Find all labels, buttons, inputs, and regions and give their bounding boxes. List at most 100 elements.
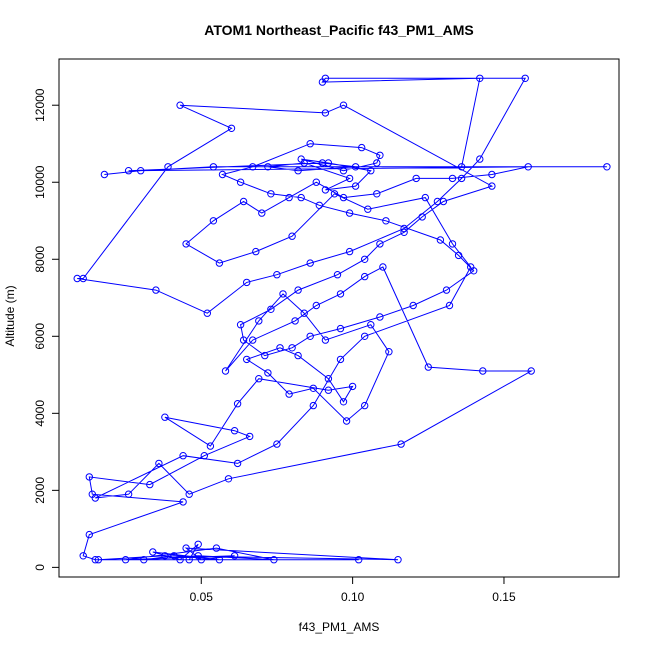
data-point (345, 174, 354, 183)
data-point (339, 398, 348, 406)
data-point (315, 201, 323, 210)
data-point (91, 556, 100, 564)
data-point (527, 367, 535, 375)
data-point (412, 174, 420, 183)
data-point (236, 178, 245, 186)
data-point (215, 556, 224, 564)
data-point (185, 490, 193, 498)
data-point (294, 167, 302, 175)
data-point (324, 386, 333, 394)
data-point (85, 473, 94, 481)
data-point (161, 413, 169, 421)
data-point (448, 240, 457, 248)
data-point (355, 556, 363, 564)
data-point (442, 286, 451, 294)
y-tick-label: 6000 (33, 323, 47, 350)
data-point (239, 197, 248, 206)
data-point (361, 255, 369, 263)
data-point (164, 163, 172, 171)
data-point (397, 440, 405, 448)
data-point (179, 452, 187, 460)
data-point (424, 363, 432, 371)
x-axis-label: f43_PM1_AMS (299, 620, 380, 634)
y-axis: 0 2000 4000 6000 8000 10000 12000 (33, 88, 60, 571)
data-point (421, 193, 429, 202)
data-point (306, 140, 314, 148)
data-point (445, 301, 454, 310)
data-point (321, 109, 330, 117)
data-point (300, 309, 308, 317)
data-point (521, 74, 529, 83)
data-point (321, 336, 330, 344)
data-point (321, 186, 330, 194)
data-point (236, 321, 245, 329)
y-axis-label: Altitude (m) (3, 285, 17, 346)
data-point (376, 240, 384, 248)
data-point (243, 278, 251, 287)
data-point (476, 74, 484, 83)
data-point (339, 193, 348, 202)
data-point (457, 163, 466, 171)
data-point (176, 556, 184, 564)
data-point (261, 351, 269, 360)
data-point (73, 274, 81, 283)
data-point (288, 344, 296, 352)
y-tick-label: 2000 (33, 477, 47, 504)
y-tick-label: 0 (33, 564, 47, 571)
data-point (124, 490, 133, 498)
data-point (182, 544, 190, 552)
data-point (170, 552, 178, 560)
data-point (194, 552, 202, 560)
data-point (227, 124, 236, 133)
data-point (291, 317, 299, 325)
data-point (457, 174, 466, 183)
data-point (309, 384, 317, 392)
data-point (209, 163, 218, 171)
data-point (336, 355, 345, 364)
data-point (342, 417, 351, 425)
x-tick-label: 0.10 (341, 590, 365, 604)
data-series (73, 74, 611, 564)
data-point (306, 259, 314, 267)
data-point (351, 182, 360, 190)
data-point (267, 190, 275, 198)
chart-title: ATOM1 Northeast_Pacific f43_PM1_AMS (204, 22, 473, 38)
y-tick-label: 4000 (33, 400, 47, 427)
data-point (285, 390, 293, 398)
data-point (603, 163, 611, 171)
data-point (433, 197, 442, 206)
data-point (351, 163, 360, 171)
data-point (249, 336, 257, 344)
data-point (276, 344, 284, 352)
y-tick-label: 8000 (33, 246, 47, 273)
data-point (324, 159, 333, 167)
data-point (294, 351, 302, 360)
data-point (273, 271, 281, 279)
data-point (454, 251, 463, 260)
data-point (267, 305, 275, 313)
data-point (333, 271, 342, 279)
data-point (336, 324, 345, 333)
data-point (379, 263, 387, 271)
data-point (376, 313, 384, 321)
data-point (85, 530, 94, 539)
data-point (524, 163, 532, 171)
data-point (252, 247, 260, 256)
data-point (255, 317, 263, 325)
data-point (121, 556, 130, 564)
data-point (221, 367, 230, 375)
data-point (194, 540, 202, 548)
data-point (243, 355, 251, 364)
data-point (146, 480, 154, 489)
data-point (233, 400, 242, 408)
data-point (218, 170, 227, 179)
data-point (179, 498, 187, 506)
data-point (448, 174, 457, 183)
data-point (182, 240, 190, 248)
data-point (279, 290, 287, 298)
data-point (264, 369, 272, 377)
data-point (233, 459, 242, 468)
data-point (149, 548, 157, 556)
data-point (203, 309, 212, 317)
